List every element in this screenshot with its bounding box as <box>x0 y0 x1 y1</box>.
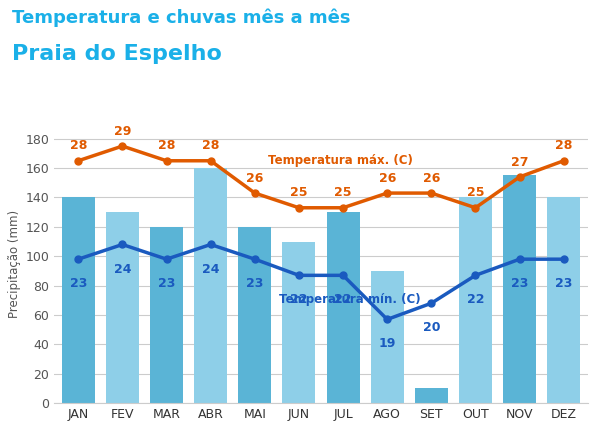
Y-axis label: Precipitação (mm): Precipitação (mm) <box>8 210 21 318</box>
Bar <box>326 212 359 403</box>
Bar <box>503 175 536 403</box>
Text: 26: 26 <box>422 172 440 185</box>
Text: 22: 22 <box>290 293 308 307</box>
Bar <box>415 389 448 403</box>
Text: Praia do Espelho: Praia do Espelho <box>12 44 222 64</box>
Text: 26: 26 <box>379 172 396 185</box>
Text: 28: 28 <box>158 140 175 152</box>
Text: 26: 26 <box>246 172 263 185</box>
Text: Temperatura e chuvas mês a mês: Temperatura e chuvas mês a mês <box>12 9 350 27</box>
Text: 23: 23 <box>555 277 572 290</box>
Bar <box>547 198 580 403</box>
Text: 23: 23 <box>246 277 263 290</box>
Text: 23: 23 <box>70 277 87 290</box>
Text: 20: 20 <box>422 321 440 334</box>
Bar <box>150 227 183 403</box>
Text: 23: 23 <box>511 277 528 290</box>
Bar <box>194 168 227 403</box>
Text: Temperatura máx. (C): Temperatura máx. (C) <box>268 154 413 167</box>
Text: 28: 28 <box>202 140 220 152</box>
Text: 22: 22 <box>467 293 484 307</box>
Text: Temperatura mín. (C): Temperatura mín. (C) <box>279 293 421 306</box>
Text: 22: 22 <box>334 293 352 307</box>
Text: 29: 29 <box>114 125 131 138</box>
Text: 23: 23 <box>158 277 175 290</box>
Text: 25: 25 <box>290 187 308 199</box>
Bar <box>106 212 139 403</box>
Bar <box>459 198 492 403</box>
Bar <box>283 241 316 403</box>
Text: 25: 25 <box>467 187 484 199</box>
Text: 19: 19 <box>379 338 396 350</box>
Text: 25: 25 <box>334 187 352 199</box>
Bar <box>238 227 271 403</box>
Text: 27: 27 <box>511 155 529 169</box>
Bar <box>62 198 95 403</box>
Text: 28: 28 <box>555 140 572 152</box>
Text: 24: 24 <box>202 263 220 276</box>
Text: 28: 28 <box>70 140 87 152</box>
Text: 24: 24 <box>113 263 131 276</box>
Bar <box>371 271 404 403</box>
